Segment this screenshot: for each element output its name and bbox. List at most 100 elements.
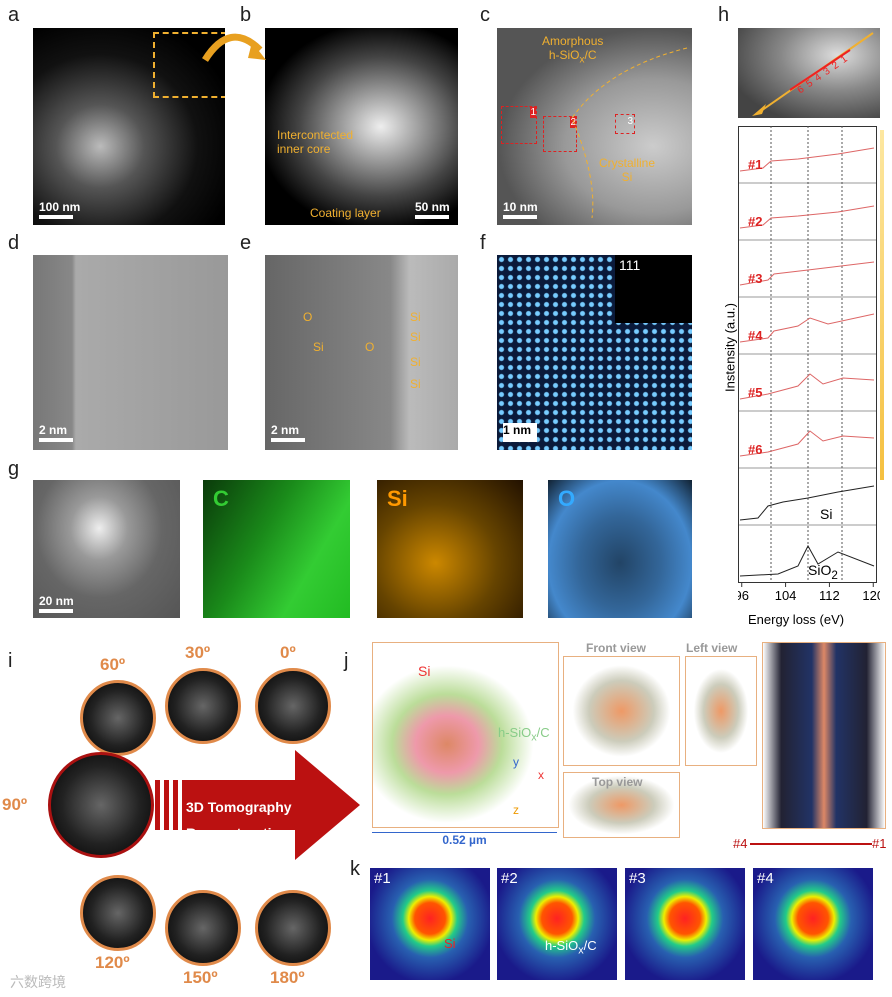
spectra: 96 104 112 120 [738, 126, 880, 603]
atom: Si [313, 340, 324, 354]
curved-arrow [202, 33, 266, 62]
atom: Si [410, 355, 421, 369]
angle: 150º [183, 968, 218, 987]
angle: 90º [2, 795, 28, 814]
map-si: Si [377, 480, 523, 618]
atom: O [303, 310, 313, 324]
label-part: Amorphous [542, 34, 604, 48]
label-part: /C [536, 725, 550, 740]
angle: 180º [270, 968, 305, 987]
x-tick-label: 104 [775, 588, 797, 603]
image-h: 654321 [738, 28, 880, 118]
atom: Si [410, 330, 421, 344]
label: Crystalline Si [598, 156, 655, 184]
axis-label: x [538, 768, 544, 782]
slice-label: #4 [757, 870, 774, 887]
slice-label: #1 [374, 870, 391, 887]
boundary [571, 47, 688, 219]
label-part: x [578, 944, 584, 957]
slice-label: #2 [501, 870, 518, 887]
label: h-SiOx/C [545, 938, 597, 957]
view-label: Top view [592, 775, 643, 789]
image-b: Intercontected inner core Coating layer … [265, 28, 458, 225]
render-3d: Si h-SiOx/C y x z [372, 642, 559, 828]
slice-arrow [750, 843, 872, 845]
spectrum-label: #4 [748, 328, 763, 343]
view-label: Front view [586, 641, 647, 655]
box: 3 [615, 114, 635, 134]
slice: #4 [753, 868, 873, 980]
x-tick-label: 112 [819, 588, 840, 603]
image-d: 2 nm [33, 255, 228, 450]
label-part: h-SiO [498, 725, 532, 740]
arrow-line: 3D Tomography [186, 799, 292, 815]
scale-bar: 50 nm [415, 200, 450, 219]
scale-bar: 20 nm [39, 594, 74, 613]
image-a: 100 nm [33, 28, 225, 225]
spectra-labels: #1 #2 #3 #4 #5 #6 [748, 136, 762, 478]
view-label: Left view [686, 641, 738, 655]
scan-arrow [880, 130, 884, 480]
panel-letter: c [480, 4, 490, 26]
map-label: Si [387, 486, 408, 511]
image-g: 20 nm [33, 480, 180, 618]
scale-bar: 10 nm [503, 200, 538, 219]
slice-view [762, 642, 886, 829]
panel-letter: k [350, 858, 360, 880]
spectrum-label: #1 [748, 157, 763, 172]
traces [739, 147, 875, 457]
front-view: Front view [563, 641, 680, 766]
watermark: 六数跨境 [10, 974, 66, 990]
spectrum-label: #2 [748, 214, 763, 229]
projection [80, 680, 156, 756]
slice-end: #1 [872, 836, 887, 851]
axis-label: z [513, 803, 519, 817]
label-part: h-SiO [548, 48, 580, 62]
slice: #2 h-SiOx/C [497, 868, 617, 980]
label: Si [418, 663, 431, 679]
map-c: C [203, 480, 350, 618]
ref-traces [739, 485, 875, 577]
map-label: O [558, 486, 576, 511]
atom: Si [410, 377, 421, 391]
image-f: 111 1 nm [497, 255, 692, 450]
y-label: Instensity (a.u.) [722, 303, 738, 392]
ref-label: Si [820, 506, 833, 522]
x-tick-label: 120 [862, 588, 880, 603]
label: Si [444, 936, 456, 951]
angle: 0º [280, 643, 296, 662]
label-part: h-SiO [545, 938, 579, 953]
scale-bar: 100 nm [39, 200, 80, 219]
plane-label: 111 [619, 257, 641, 273]
label: h-SiOx/C [498, 725, 550, 744]
arrow-text: 3D Tomography Reconstruction [186, 794, 292, 846]
projection [255, 668, 331, 744]
ref-label: SiO2 [808, 562, 838, 582]
zoom-box [153, 32, 225, 98]
axis-label: y [513, 755, 519, 769]
panel-letter: h [718, 4, 730, 26]
panel-letter: e [240, 232, 252, 254]
label-part: 2 [831, 568, 838, 582]
map-label: C [213, 486, 229, 511]
label-part: SiO [808, 562, 832, 578]
panel-letter: j [344, 650, 349, 672]
atom: O [365, 340, 375, 354]
label-part: x [531, 731, 537, 744]
left-view: Left view [685, 641, 757, 766]
line-scan [752, 32, 874, 116]
scale-bar: 2 nm [271, 423, 305, 442]
top-view: Top view [563, 772, 680, 838]
box-label: 3 [627, 116, 633, 127]
panel-letter: g [8, 458, 20, 480]
x-label: Energy loss (eV) [748, 612, 845, 627]
scale-bar: 2 nm [39, 423, 73, 442]
box: 1 [501, 106, 537, 144]
scale-bar: 1 nm [503, 423, 537, 442]
size-bar: 0.52 µm [372, 832, 557, 847]
panel-letter: b [240, 4, 252, 26]
spectrum-label: #5 [748, 385, 763, 400]
big-arrow [155, 750, 360, 860]
angle: 60º [100, 655, 126, 674]
label-part: x [579, 54, 585, 66]
